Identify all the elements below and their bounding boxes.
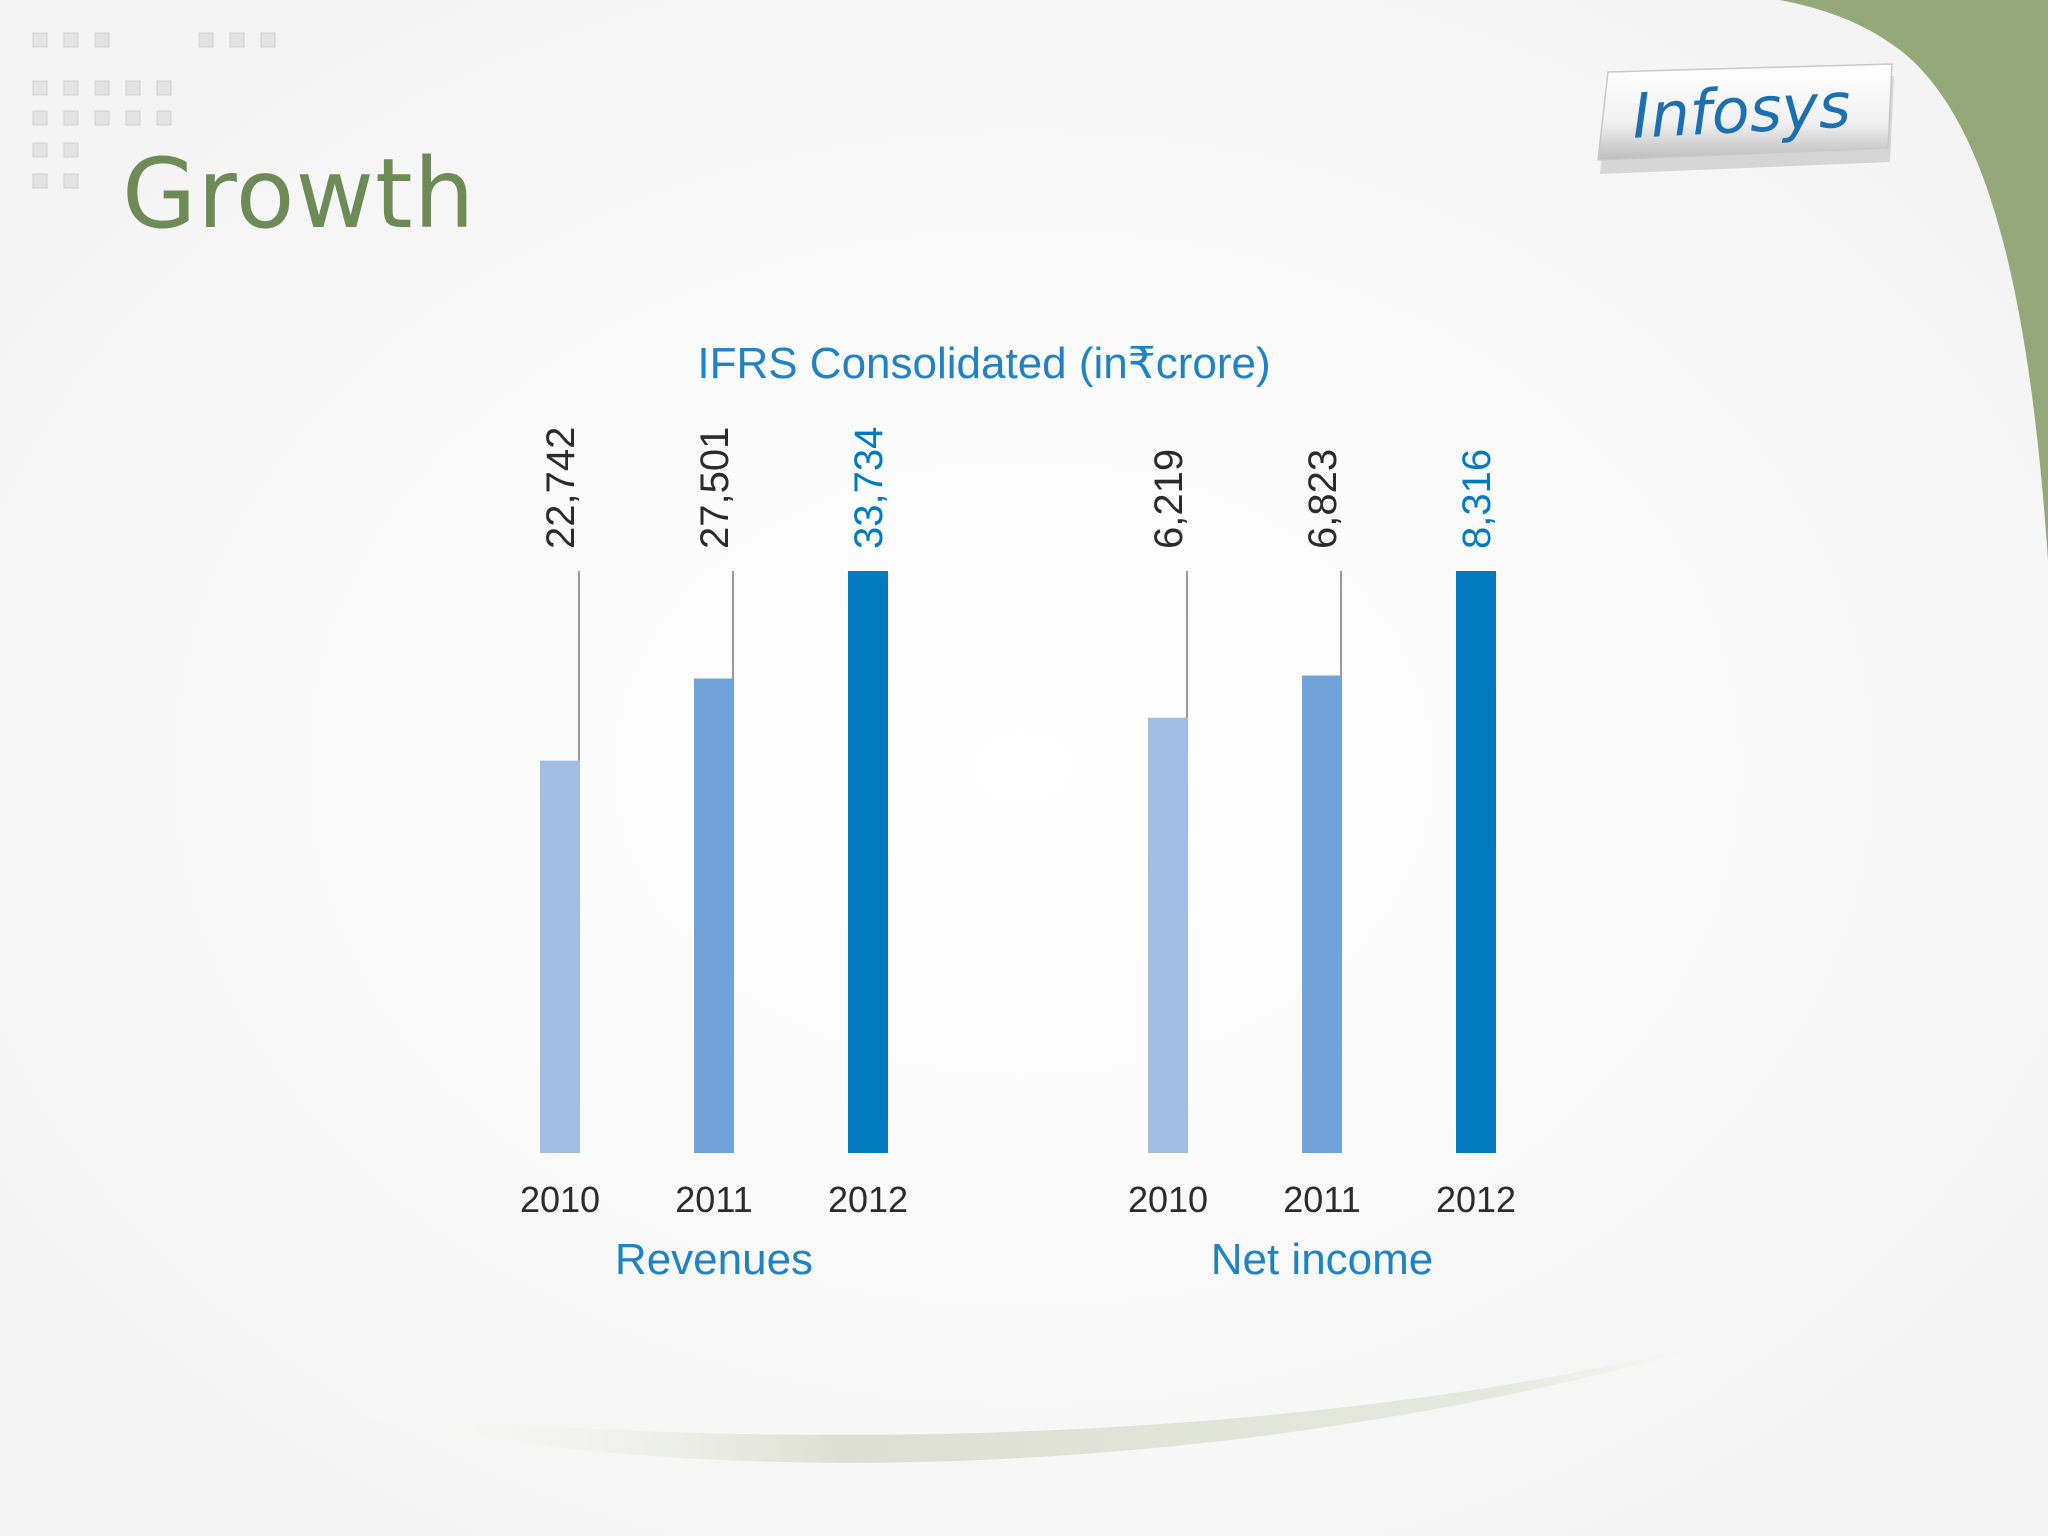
decor-square [125,110,141,126]
bar-2011 [1302,675,1342,1153]
decor-square [94,110,110,126]
panel-label: Revenues [615,1235,813,1284]
decor-square [63,173,79,189]
data-label: 6,219 [1147,449,1191,549]
logo-text: Infosys [1630,68,1852,152]
panel-label: Net income [1211,1235,1434,1284]
decor-square [32,80,48,96]
corner-swoosh [1780,0,2048,560]
decor-square [229,32,245,48]
x-tick-label: 2012 [1436,1179,1516,1220]
bar-2010 [540,760,580,1153]
decor-square [94,80,110,96]
bar-2012 [1456,571,1496,1153]
bottom-swoosh [330,1318,1800,1463]
decor-square [32,142,48,158]
x-tick-label: 2010 [520,1179,600,1220]
decor-square [63,32,79,48]
x-tick-label: 2011 [675,1179,752,1220]
decor-square [63,80,79,96]
dot-grid [32,32,276,189]
decor-square [32,173,48,189]
slide-title: Growth [122,138,476,250]
decor-square [94,32,110,48]
panel-revenues: 22,742 2010 27,501 2011 33,734 2012 Revenues [520,427,908,1284]
decor-square [63,142,79,158]
decor-square [260,32,276,48]
decor-square [156,80,172,96]
data-label: 27,501 [693,427,737,549]
decor-square [125,80,141,96]
bar-2011 [694,678,734,1153]
bar-2010 [1148,717,1188,1153]
data-label: 8,316 [1455,449,1499,549]
decor-square [32,32,48,48]
decor-square [63,110,79,126]
x-tick-label: 2010 [1128,1179,1208,1220]
decor-square [32,110,48,126]
decor-square [198,32,214,48]
chart-title: IFRS Consolidated (in₹crore) [697,339,1270,388]
data-label: 6,823 [1301,449,1345,549]
decor-square [156,110,172,126]
x-tick-label: 2011 [1283,1179,1360,1220]
bar-2012 [848,571,888,1153]
data-label: 22,742 [539,427,583,549]
data-label: 33,734 [847,427,891,549]
x-tick-label: 2012 [828,1179,908,1220]
infosys-logo: Infosys [1597,63,1894,174]
